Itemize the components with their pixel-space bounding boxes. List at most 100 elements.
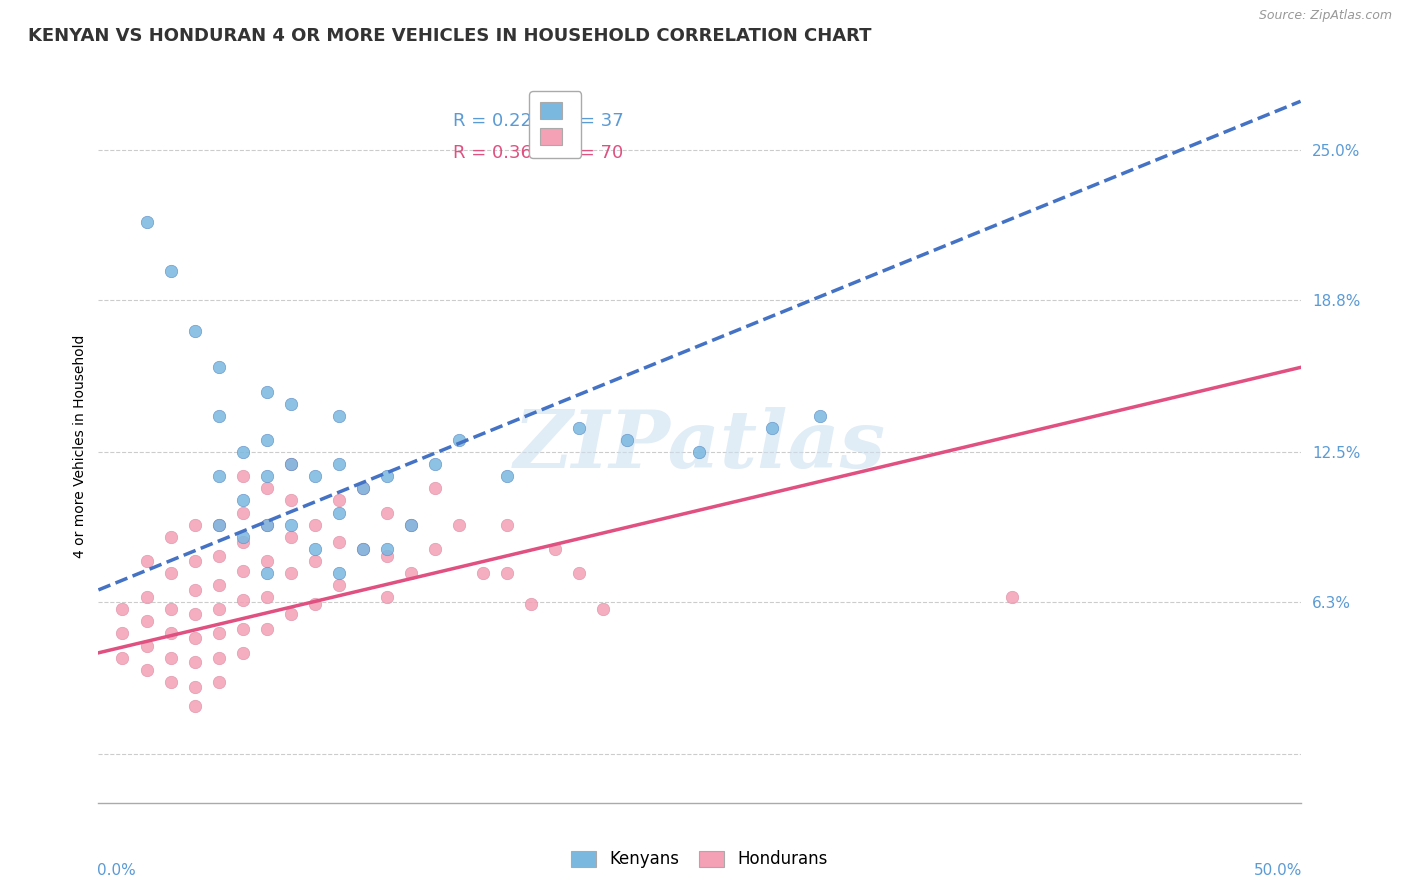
Point [280, 566, 302, 580]
Point [232, 493, 254, 508]
Point [208, 469, 231, 483]
Point [208, 626, 231, 640]
Point [183, 554, 205, 568]
Point [304, 541, 326, 556]
Point [688, 445, 710, 459]
Point [135, 590, 157, 604]
Y-axis label: 4 or more Vehicles in Household: 4 or more Vehicles in Household [73, 334, 87, 558]
Point [232, 564, 254, 578]
Point [328, 493, 350, 508]
Point [304, 469, 326, 483]
Point [232, 646, 254, 660]
Point [328, 409, 350, 423]
Point [232, 534, 254, 549]
Point [256, 554, 278, 568]
Point [232, 506, 254, 520]
Point [280, 457, 302, 471]
Point [568, 421, 591, 435]
Point [256, 566, 278, 580]
Point [375, 506, 398, 520]
Point [232, 530, 254, 544]
Text: 0.0%: 0.0% [97, 863, 136, 879]
Point [208, 360, 231, 375]
Point [447, 517, 470, 532]
Point [232, 622, 254, 636]
Point [256, 384, 278, 399]
Point [232, 445, 254, 459]
Point [472, 566, 495, 580]
Point [352, 481, 374, 495]
Point [208, 517, 231, 532]
Point [304, 598, 326, 612]
Point [183, 699, 205, 714]
Point [375, 541, 398, 556]
Point [111, 650, 134, 665]
Point [208, 409, 231, 423]
Point [568, 566, 591, 580]
Point [328, 578, 350, 592]
Point [423, 481, 446, 495]
Point [256, 590, 278, 604]
Point [208, 578, 231, 592]
Point [375, 549, 398, 563]
Point [208, 549, 231, 563]
Point [135, 615, 157, 629]
Point [256, 517, 278, 532]
Point [280, 493, 302, 508]
Point [280, 607, 302, 621]
Text: R = 0.368   N = 70: R = 0.368 N = 70 [453, 145, 623, 162]
Point [1001, 590, 1024, 604]
Point [328, 566, 350, 580]
Point [111, 626, 134, 640]
Point [135, 215, 157, 229]
Text: 50.0%: 50.0% [1253, 863, 1302, 879]
Point [135, 663, 157, 677]
Point [135, 639, 157, 653]
Point [328, 534, 350, 549]
Point [256, 517, 278, 532]
Point [280, 397, 302, 411]
Point [183, 656, 205, 670]
Point [399, 517, 422, 532]
Point [616, 433, 638, 447]
Point [280, 530, 302, 544]
Point [423, 457, 446, 471]
Point [304, 554, 326, 568]
Text: ZIPatlas: ZIPatlas [513, 408, 886, 484]
Point [256, 433, 278, 447]
Legend: Kenyans, Hondurans: Kenyans, Hondurans [562, 842, 837, 877]
Point [256, 622, 278, 636]
Point [208, 650, 231, 665]
Point [111, 602, 134, 616]
Point [399, 517, 422, 532]
Point [352, 481, 374, 495]
Point [183, 324, 205, 338]
Point [808, 409, 831, 423]
Point [183, 680, 205, 694]
Point [761, 421, 783, 435]
Point [159, 530, 181, 544]
Point [256, 469, 278, 483]
Point [208, 602, 231, 616]
Point [520, 598, 543, 612]
Point [159, 566, 181, 580]
Point [208, 674, 231, 689]
Point [375, 590, 398, 604]
Text: R = 0.227   N = 37: R = 0.227 N = 37 [453, 112, 624, 130]
Point [183, 632, 205, 646]
Point [592, 602, 614, 616]
Point [159, 674, 181, 689]
Point [304, 517, 326, 532]
Point [423, 541, 446, 556]
Point [159, 263, 181, 277]
Point [232, 592, 254, 607]
Point [447, 433, 470, 447]
Point [352, 541, 374, 556]
Point [399, 566, 422, 580]
Point [328, 457, 350, 471]
Point [159, 602, 181, 616]
Point [256, 481, 278, 495]
Text: Source: ZipAtlas.com: Source: ZipAtlas.com [1258, 9, 1392, 22]
Point [159, 650, 181, 665]
Point [328, 506, 350, 520]
